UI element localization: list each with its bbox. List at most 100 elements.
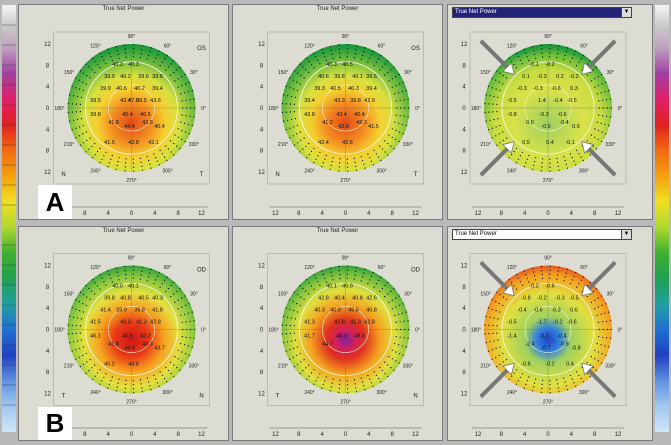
power-value: -0.7 — [541, 346, 550, 352]
left-axis-tick: 4 — [260, 127, 264, 133]
bottom-axis-tick: 8 — [83, 432, 87, 438]
degree-label: 120° — [507, 265, 517, 271]
power-value: 41.8 — [108, 342, 119, 348]
power-value: -0.5 — [507, 320, 516, 326]
left-axis-tick: 0 — [260, 106, 264, 112]
degree-label: 120° — [90, 44, 100, 50]
power-value: 42.6 — [342, 140, 353, 146]
bottom-axis-tick: 4 — [570, 211, 574, 217]
degree-label: 150° — [278, 292, 288, 298]
topography-map: 90° 60° 30° 0° 330° 300° 270° 240° 210° 180° 150° 1… — [44, 253, 210, 438]
degree-label: 120° — [304, 44, 314, 50]
power-value: 40.6 — [122, 334, 133, 340]
side-left-label: T — [62, 394, 66, 400]
power-value: -0.4 — [517, 308, 526, 314]
power-value: 40.4 — [154, 124, 165, 130]
degree-label: 180° — [54, 328, 64, 334]
left-axis-tick: 8 — [46, 149, 50, 155]
left-axis-tick: 8 — [260, 285, 264, 291]
degree-label: 90° — [544, 256, 552, 262]
power-value: 40.6 — [116, 86, 127, 92]
power-value: 40.5 — [342, 62, 353, 68]
degree-label: 270° — [543, 400, 553, 406]
power-value: 0.1 — [522, 74, 530, 80]
power-value: -0.6 — [551, 86, 560, 92]
arrow-head-icon — [502, 362, 515, 376]
bottom-axis-tick: 8 — [500, 211, 504, 217]
power-value: 40.3 — [152, 296, 163, 302]
bottom-axis-tick: 4 — [523, 432, 527, 438]
bottom-axis-tick: 12 — [475, 211, 482, 217]
left-axis-tick: 4 — [260, 349, 264, 355]
power-value: 43.4 — [120, 98, 131, 104]
power-value: 39.5 — [136, 98, 147, 104]
bottom-axis-tick: 12 — [412, 432, 419, 438]
degree-label: 240° — [304, 390, 314, 396]
power-value: 40.2 — [120, 74, 131, 80]
power-value: 0.5 — [522, 140, 530, 146]
left-axis-tick: 4 — [462, 127, 466, 133]
bottom-axis-tick: 4 — [367, 211, 371, 217]
side-left-label: N — [275, 172, 279, 178]
chevron-down-icon[interactable]: ▼ — [621, 230, 631, 239]
power-value: 49.3 — [354, 334, 365, 340]
bottom-axis-tick: 12 — [615, 432, 622, 438]
bottom-axis-tick: 12 — [198, 432, 205, 438]
power-value: 40.4 — [354, 112, 365, 118]
power-value: 42.2 — [140, 334, 151, 340]
panel-b-left: 90° 60° 30° 0° 330° 300° 270° 240° 210° 180° 150° 1… — [18, 226, 229, 441]
left-axis-tick: 12 — [258, 42, 265, 48]
degree-label: 90° — [128, 256, 136, 262]
map-type-dropdown[interactable]: True Net Power ▼ — [452, 7, 632, 18]
left-axis-tick: 4 — [462, 306, 466, 312]
left-axis-tick: 8 — [462, 370, 466, 376]
power-value: -0.2 — [537, 296, 546, 302]
left-axis-tick: 12 — [258, 264, 265, 270]
degree-label: 180° — [268, 106, 278, 112]
degree-label: 60° — [164, 265, 172, 271]
power-value: 40.1 — [326, 284, 337, 290]
power-value: 0.6 — [572, 124, 580, 130]
power-value: 0.4 — [546, 140, 554, 146]
left-axis-tick: 4 — [462, 349, 466, 355]
map-type-dropdown[interactable]: True Net Power ▼ — [452, 229, 632, 240]
power-value: 43.3 — [334, 98, 345, 104]
left-axis-tick: 8 — [260, 149, 264, 155]
degree-label: 210° — [480, 142, 490, 148]
left-axis-tick: 12 — [44, 264, 51, 270]
power-value: 39.4 — [152, 86, 163, 92]
left-color-scale — [2, 5, 16, 432]
degree-label: 240° — [90, 390, 100, 396]
power-value: 42.1 — [148, 140, 159, 146]
power-value: 40.3 — [120, 320, 131, 326]
bottom-axis-tick: 4 — [153, 211, 157, 217]
chevron-down-icon[interactable]: ▼ — [621, 8, 631, 17]
topography-map: 90° 60° 30° 0° 330° 300° 270° 240° 210° 180° 150° 1… — [461, 253, 627, 438]
degree-label: 60° — [378, 265, 386, 271]
power-value: -0.6 — [557, 112, 566, 118]
power-value: -0.6 — [533, 308, 542, 314]
topography-map: 90° 60° 30° 0° 330° 300° 270° 240° 210° 180° 150° 1… — [258, 253, 424, 438]
power-value: -1.4 — [507, 334, 516, 340]
left-axis-tick: 12 — [461, 392, 468, 398]
power-value: 40.3 — [314, 308, 325, 314]
degree-label: 120° — [304, 265, 314, 271]
degree-label: 300° — [162, 390, 172, 396]
degree-label: 180° — [54, 106, 64, 112]
power-value: 44.9 — [124, 346, 135, 352]
degree-label: 240° — [304, 168, 314, 174]
power-value: 40.3 — [336, 334, 347, 340]
degree-label: 330° — [403, 364, 413, 370]
power-value: 41.8 — [152, 308, 163, 314]
degree-label: 0° — [618, 106, 623, 112]
bottom-axis-tick: 0 — [344, 211, 348, 217]
degree-label: 30° — [404, 70, 412, 76]
power-value: -0.1 — [529, 62, 538, 68]
bottom-axis-tick: 8 — [297, 211, 301, 217]
power-value: 41.5 — [90, 320, 101, 326]
power-value: -0.1 — [565, 140, 574, 146]
power-value: -0.8 — [507, 112, 516, 118]
degree-label: 90° — [544, 34, 552, 40]
arrow-head-icon — [581, 362, 594, 376]
